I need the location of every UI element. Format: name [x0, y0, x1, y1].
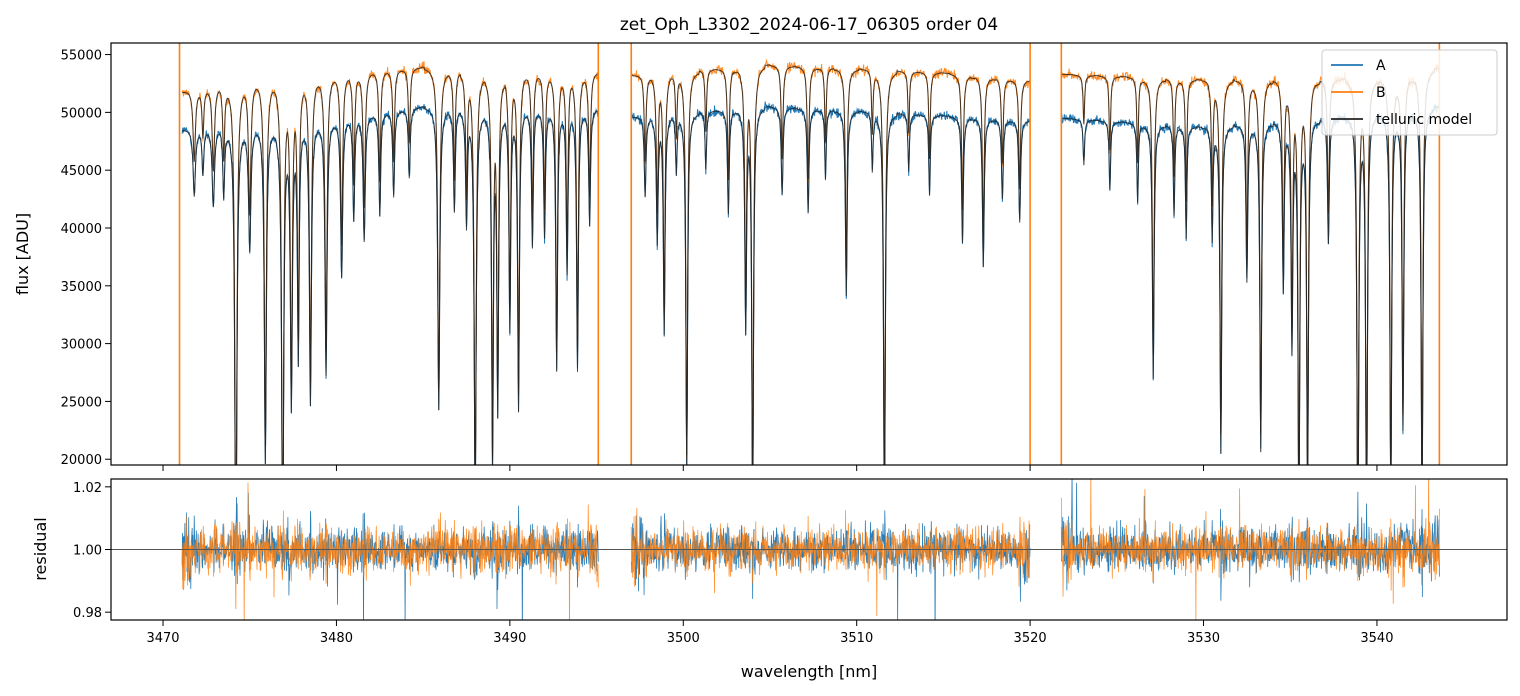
legend-label-b: B	[1376, 85, 1386, 101]
legend-label-telluric-model: telluric model	[1376, 112, 1472, 128]
bottom-y-tick-label: 1.00	[73, 544, 102, 559]
legend: A B telluric model	[1321, 49, 1498, 136]
telluric-model-b	[182, 64, 1440, 465]
top-y-axis-label: flux [ADU]	[13, 213, 32, 295]
top-y-tick-label: 35000	[61, 280, 102, 295]
top-y-axis: 20000 25000 30000 35000 40000 45000 50000 55000	[61, 49, 111, 468]
bottom-y-axis: 0.98 1.00 1.02	[73, 481, 111, 621]
legend-label-a: A	[1376, 58, 1386, 74]
x-tick-label: 3530	[1187, 631, 1220, 646]
x-tick-label: 3480	[320, 631, 353, 646]
legend-box	[1321, 49, 1498, 136]
top-y-tick-label: 40000	[61, 222, 102, 237]
x-axis-label: wavelength [nm]	[741, 662, 878, 681]
top-y-tick-label: 25000	[61, 395, 102, 410]
bottom-x-axis: 3470 3480 3490 3500 3510 3520 3530 3540	[146, 620, 1393, 646]
x-tick-label: 3500	[667, 631, 700, 646]
chart-title: zet_Oph_L3302_2024-06-17_06305 order 04	[620, 15, 998, 35]
bottom-y-tick-label: 1.02	[73, 481, 102, 496]
bottom-y-tick-label: 0.98	[73, 606, 102, 621]
telluric-model-a	[182, 106, 1440, 465]
top-y-tick-label: 50000	[61, 106, 102, 121]
x-tick-label: 3510	[840, 631, 873, 646]
residual-series-b	[181, 479, 1440, 620]
residual-series-area	[111, 479, 1507, 620]
top-y-tick-label: 30000	[61, 338, 102, 353]
x-tick-label: 3470	[146, 631, 179, 646]
x-tick-label: 3520	[1014, 631, 1047, 646]
bottom-panel: 0.98 1.00 1.02 3470 3480 3490 3500 3510 3520 353…	[31, 478, 1508, 681]
top-series-area	[178, 43, 1441, 465]
x-tick-label: 3490	[493, 631, 526, 646]
bottom-y-axis-label: residual	[31, 517, 50, 580]
top-panel: 20000 25000 30000 35000 40000 45000 50000 55000…	[13, 42, 1508, 471]
x-tick-label: 3540	[1360, 631, 1393, 646]
top-x-axis	[162, 465, 1378, 471]
series-a-flux	[181, 101, 1440, 465]
top-panel-frame	[110, 42, 1508, 466]
top-y-tick-label: 20000	[61, 453, 102, 468]
top-y-tick-label: 45000	[61, 164, 102, 179]
top-y-tick-label: 55000	[61, 49, 102, 64]
